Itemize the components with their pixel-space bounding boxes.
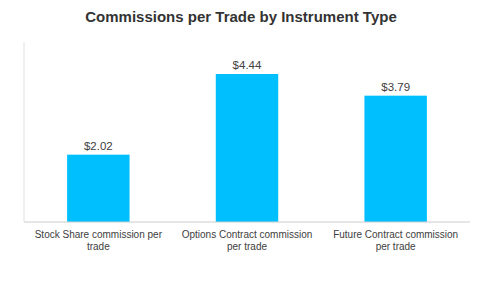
- y-axis-line: [24, 42, 25, 222]
- data-label: $3.79: [381, 81, 410, 93]
- x-axis-line: [24, 222, 470, 223]
- title: Commissions per Trade by Instrument Type: [85, 8, 396, 25]
- bar: [364, 96, 426, 222]
- x-tick-label: Future Contract commissionper trade: [333, 229, 458, 252]
- bar: [67, 155, 129, 222]
- data-label: $2.02: [84, 140, 113, 152]
- bar: [216, 74, 278, 222]
- data-label: $4.44: [233, 59, 262, 71]
- chart-container: Commissions per Trade by Instrument Type…: [0, 0, 482, 284]
- x-tick-label: Stock Share commission pertrade: [35, 229, 163, 252]
- chart: Commissions per Trade by Instrument Type…: [0, 0, 482, 284]
- x-tick-label: Options Contract commissionper trade: [182, 229, 313, 252]
- bars: [67, 74, 427, 222]
